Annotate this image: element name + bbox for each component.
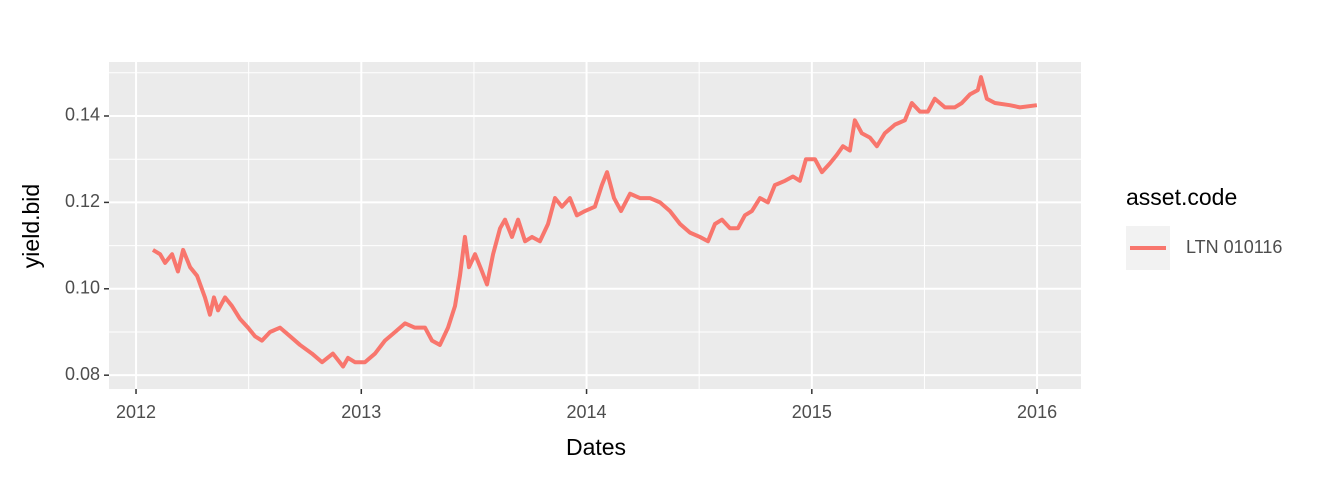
x-tick-label: 2015: [792, 402, 832, 422]
y-tick-label: 0.10: [65, 278, 100, 298]
x-tick-label: 2013: [341, 402, 381, 422]
x-tick-label: 2012: [116, 402, 156, 422]
line: [151, 75, 1038, 369]
y-tick-label: 0.08: [65, 364, 100, 384]
panel-background: [109, 62, 1081, 389]
legend-title: asset.code: [1126, 184, 1237, 210]
x-tick-label: 2016: [1017, 402, 1057, 422]
y-tick-label: 0.12: [65, 191, 100, 211]
y-tick-label: 0.14: [65, 105, 100, 125]
x-axis-title: Dates: [566, 434, 626, 460]
legend-label: LTN 010116: [1186, 237, 1282, 257]
x-tick-label: 2014: [567, 402, 607, 422]
y-axis-title: yield.bid: [18, 184, 44, 268]
